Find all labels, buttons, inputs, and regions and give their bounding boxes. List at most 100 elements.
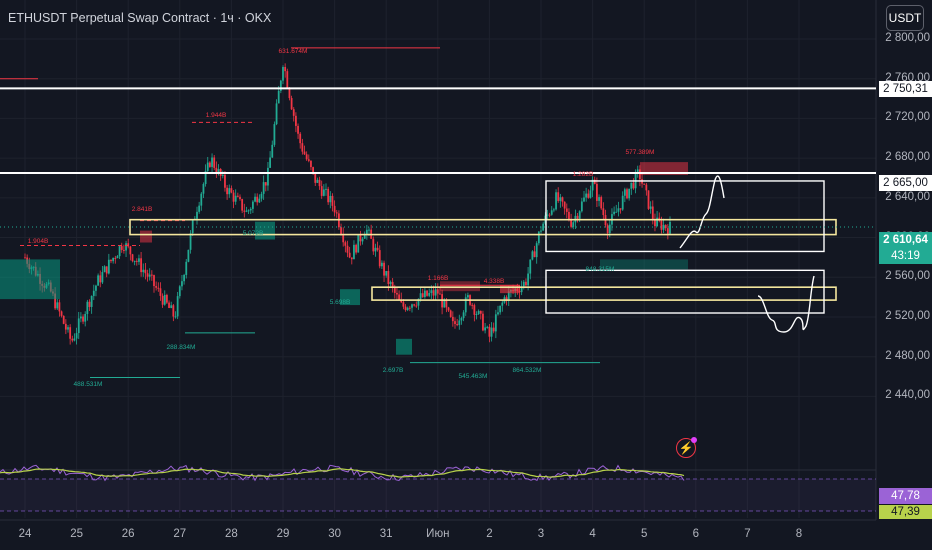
candle-body xyxy=(454,321,456,324)
candle-body xyxy=(651,206,654,220)
candle-body xyxy=(615,211,618,213)
candle-body xyxy=(589,190,592,198)
candle-body xyxy=(103,266,106,273)
candle-body xyxy=(415,305,418,307)
candle-body xyxy=(157,287,160,289)
candle-body xyxy=(600,197,603,209)
candle-body xyxy=(593,179,596,184)
candle-body xyxy=(275,103,278,125)
price-tick-label: 2 680,00 xyxy=(885,151,930,164)
candle-body xyxy=(95,285,97,291)
candle-body xyxy=(56,302,59,309)
candle-body xyxy=(174,316,177,318)
volume-annotation: 2.841B xyxy=(131,205,153,213)
candle-body xyxy=(572,222,575,227)
rsi-value-main: 47,78 xyxy=(879,488,932,504)
volume-annotation: 848.315M xyxy=(585,266,615,274)
candle-body xyxy=(252,201,254,209)
candle-body xyxy=(363,234,366,239)
currency-button[interactable]: USDT xyxy=(886,5,924,31)
candle-body xyxy=(494,314,497,332)
volume-annotation: 5.698B xyxy=(329,299,351,307)
candle-body xyxy=(520,286,523,293)
candle-body xyxy=(396,292,398,295)
notification-dot xyxy=(691,437,697,443)
candles xyxy=(24,63,671,345)
candle-body xyxy=(557,192,560,201)
order-block xyxy=(0,259,60,300)
candle-body xyxy=(505,297,508,301)
candle-body xyxy=(140,258,142,273)
candle-body xyxy=(211,157,213,167)
candle-body xyxy=(241,199,244,211)
candle-body xyxy=(445,299,448,308)
candle-body xyxy=(482,313,484,331)
flash-alert-icon[interactable]: ⚡ xyxy=(676,437,697,458)
candle-body xyxy=(230,188,233,193)
candle-body xyxy=(359,234,362,242)
candle-body xyxy=(305,154,308,160)
candle-body xyxy=(587,193,590,198)
candle-body xyxy=(632,182,635,189)
candle-body xyxy=(436,289,439,294)
candle-body xyxy=(406,307,409,311)
order-block xyxy=(600,259,688,270)
candle-body xyxy=(499,305,502,313)
candle-body xyxy=(224,174,226,188)
candle-body xyxy=(168,302,170,308)
volume-annotation: 864.532M xyxy=(512,366,542,374)
candle-body xyxy=(90,295,93,307)
date-tick-label: 4 xyxy=(589,528,596,540)
candle-body xyxy=(163,294,166,305)
candle-body xyxy=(527,273,529,286)
candle-body xyxy=(131,254,134,262)
candle-body xyxy=(329,195,332,203)
volume-annotation: 1.282B xyxy=(572,171,594,178)
candle-body xyxy=(62,315,65,324)
candle-body xyxy=(421,293,424,297)
candle-body xyxy=(236,195,239,197)
candle-body xyxy=(284,67,287,72)
candle-body xyxy=(550,210,553,215)
candle-body xyxy=(385,271,388,276)
candle-body xyxy=(183,274,185,282)
candle-body xyxy=(185,261,188,275)
candle-body xyxy=(479,310,482,314)
candle-body xyxy=(555,192,557,210)
candle-body xyxy=(654,219,656,227)
chart-title[interactable]: ETHUSDT Perpetual Swap Contract · 1ч · O… xyxy=(8,11,272,25)
candle-body xyxy=(295,115,297,126)
candle-body xyxy=(408,307,411,309)
candle-body xyxy=(608,224,611,234)
candle-body xyxy=(307,159,310,161)
candle-body xyxy=(666,228,669,234)
candle-body xyxy=(215,167,218,174)
candle-body xyxy=(561,197,564,202)
candle-body xyxy=(365,229,368,235)
candle-body xyxy=(393,286,396,293)
price-tick-label: 2 560,00 xyxy=(885,270,930,283)
candle-body xyxy=(144,269,147,274)
price-tick-label: 2 800,00 xyxy=(885,32,930,44)
candle-body xyxy=(576,215,579,219)
lightning-icon: ⚡ xyxy=(678,441,694,455)
date-tick-label: 7 xyxy=(744,528,751,540)
candle-body xyxy=(69,327,72,339)
volume-annotation: 488.531M xyxy=(73,381,103,389)
candle-body xyxy=(97,275,99,286)
candle-body xyxy=(439,293,441,295)
candle-body xyxy=(535,243,538,258)
rsi-signal-line xyxy=(0,468,685,478)
candle-body xyxy=(389,281,392,284)
candle-body xyxy=(282,67,284,81)
rsi-value-signal: 47,39 xyxy=(879,505,932,519)
candle-body xyxy=(88,301,91,307)
candle-body xyxy=(542,223,545,231)
candle-body xyxy=(546,214,549,216)
candle-body xyxy=(443,299,446,308)
candle-body xyxy=(473,305,476,315)
date-tick-label: 30 xyxy=(328,528,341,540)
candle-body xyxy=(54,293,56,309)
